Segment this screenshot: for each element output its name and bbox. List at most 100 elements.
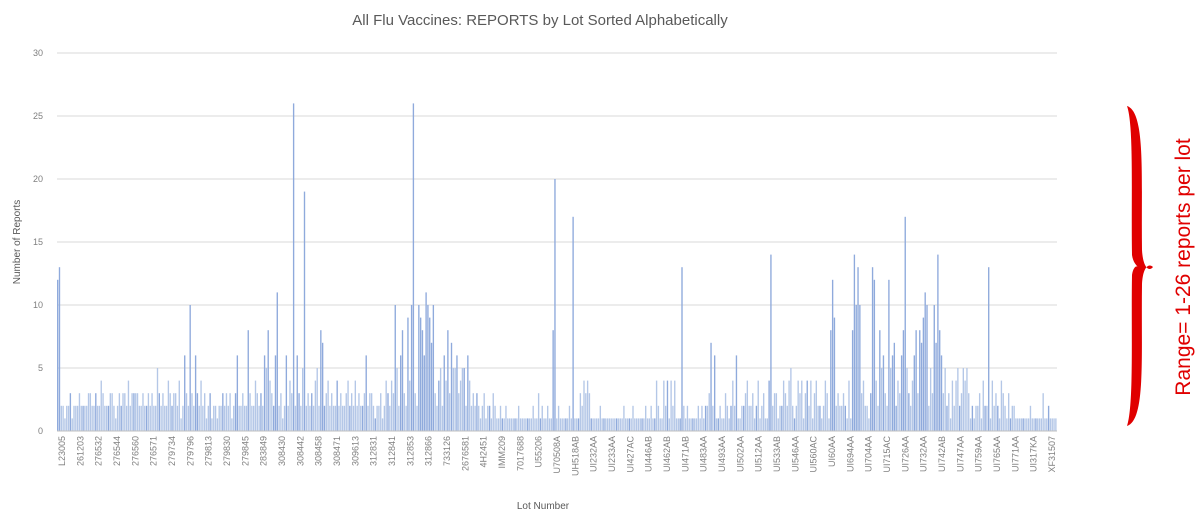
x-tick-label: UI533AB bbox=[772, 436, 782, 472]
bar bbox=[360, 405, 362, 431]
bar bbox=[884, 393, 886, 431]
bar bbox=[652, 418, 654, 431]
bar bbox=[574, 418, 576, 431]
bar bbox=[844, 405, 847, 431]
bar bbox=[775, 393, 778, 431]
bar bbox=[129, 405, 131, 431]
bar bbox=[766, 418, 768, 431]
bar bbox=[233, 405, 235, 431]
bar bbox=[920, 342, 923, 431]
bar bbox=[684, 418, 687, 431]
bar bbox=[842, 393, 845, 431]
bar bbox=[254, 380, 257, 431]
bar bbox=[376, 405, 378, 431]
bar bbox=[626, 418, 629, 431]
bar bbox=[370, 393, 373, 431]
bar bbox=[679, 418, 681, 431]
bar bbox=[975, 405, 977, 431]
bar bbox=[253, 405, 255, 431]
bar bbox=[131, 393, 133, 431]
bar bbox=[986, 405, 988, 431]
x-tick-label: UI446AB bbox=[644, 436, 654, 472]
bar bbox=[476, 393, 478, 431]
bar bbox=[1000, 380, 1003, 431]
bar bbox=[913, 355, 915, 431]
bar bbox=[378, 405, 380, 431]
bar bbox=[528, 418, 531, 431]
bar bbox=[897, 380, 899, 431]
x-tick-label: XF31507 bbox=[1047, 436, 1057, 473]
bar bbox=[432, 305, 435, 431]
bar bbox=[946, 405, 948, 431]
bar bbox=[102, 393, 104, 431]
bar bbox=[430, 342, 433, 431]
bar bbox=[213, 405, 215, 431]
bar bbox=[316, 368, 318, 431]
bar bbox=[240, 405, 242, 431]
bar bbox=[287, 405, 289, 431]
bar bbox=[697, 405, 700, 431]
bar bbox=[663, 380, 665, 431]
bar bbox=[998, 418, 1001, 431]
bar bbox=[525, 418, 527, 431]
bar bbox=[185, 393, 188, 431]
bar bbox=[1038, 418, 1041, 431]
bar bbox=[389, 405, 391, 431]
bar bbox=[298, 393, 300, 431]
bar bbox=[908, 393, 910, 431]
x-tick-label: U70508A bbox=[552, 436, 562, 474]
bar bbox=[338, 405, 340, 431]
bar bbox=[583, 380, 585, 431]
bar bbox=[715, 418, 718, 431]
bar bbox=[410, 305, 413, 431]
bar bbox=[436, 405, 438, 431]
bar bbox=[447, 330, 449, 431]
bar bbox=[1018, 418, 1021, 431]
x-axis-label: Lot Number bbox=[517, 501, 570, 512]
bar bbox=[142, 393, 144, 431]
bar bbox=[781, 405, 783, 431]
bar bbox=[519, 418, 522, 431]
bar bbox=[73, 405, 75, 431]
bar bbox=[216, 418, 219, 431]
bar bbox=[875, 380, 877, 431]
bar bbox=[174, 393, 177, 431]
bar bbox=[949, 418, 952, 431]
y-tick-label: 15 bbox=[33, 237, 43, 247]
bar bbox=[347, 380, 349, 431]
bar bbox=[71, 418, 73, 431]
bar bbox=[871, 267, 874, 431]
bar bbox=[443, 355, 445, 431]
bar bbox=[527, 418, 529, 431]
bar bbox=[390, 380, 393, 431]
bar bbox=[654, 418, 656, 431]
bar bbox=[837, 393, 839, 431]
bar bbox=[69, 393, 72, 431]
bar bbox=[272, 405, 275, 431]
bar bbox=[405, 405, 407, 431]
bar bbox=[1049, 418, 1052, 431]
bar bbox=[755, 405, 758, 431]
bar bbox=[214, 405, 217, 431]
chart-title: All Flu Vaccines: REPORTS by Lot Sorted … bbox=[352, 12, 728, 29]
bar bbox=[721, 418, 723, 431]
bar bbox=[661, 418, 663, 431]
bar bbox=[58, 267, 61, 431]
bar bbox=[429, 317, 431, 431]
bar bbox=[728, 418, 730, 431]
bar bbox=[788, 380, 790, 431]
bar bbox=[628, 418, 631, 431]
bar bbox=[358, 393, 360, 431]
bar bbox=[559, 418, 562, 431]
bar bbox=[683, 405, 685, 431]
bar bbox=[156, 368, 159, 431]
bar bbox=[862, 380, 865, 431]
bar bbox=[164, 405, 166, 431]
x-tick-label: UI427AC bbox=[625, 436, 635, 473]
bar bbox=[331, 393, 333, 431]
bar bbox=[615, 418, 618, 431]
bar bbox=[280, 393, 282, 431]
bar bbox=[507, 418, 509, 431]
bar bbox=[545, 418, 547, 431]
